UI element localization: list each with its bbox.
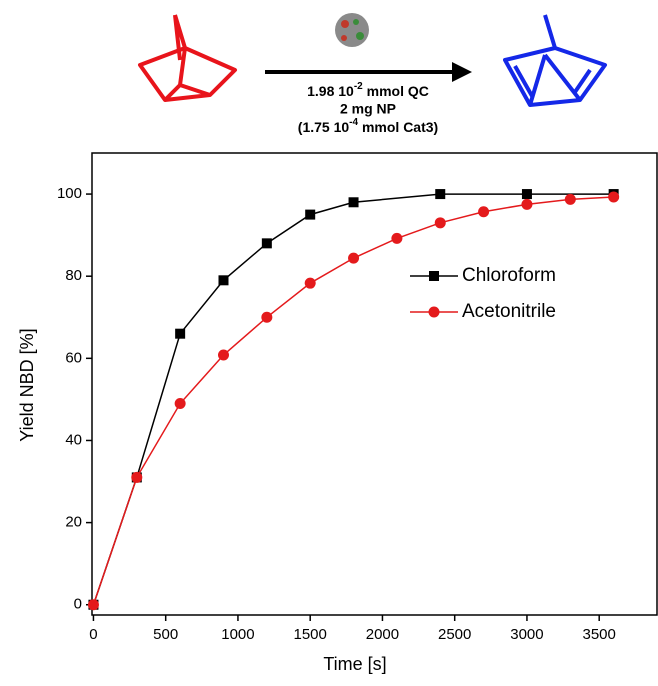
arrow-head	[452, 62, 472, 82]
plot-frame	[91, 152, 658, 616]
condition: 2 mg NP	[340, 101, 396, 117]
marker	[478, 206, 490, 218]
series-line	[92, 193, 614, 605]
marker	[174, 398, 186, 410]
legend-label: Chloroform	[462, 265, 556, 286]
x-tick-label: 2500	[438, 626, 471, 643]
marker	[261, 311, 273, 323]
y-axis-title: Yield NBD [%]	[17, 328, 37, 441]
x-tick-label: 1500	[294, 626, 327, 643]
marker	[175, 328, 186, 339]
marker	[564, 193, 576, 205]
x-axis-title: Time [s]	[323, 654, 386, 674]
marker	[391, 232, 403, 244]
marker	[304, 277, 316, 289]
marker	[87, 599, 99, 611]
marker	[261, 238, 272, 249]
y-tick-label: 0	[74, 596, 82, 613]
marker	[608, 191, 620, 203]
marker	[434, 217, 446, 229]
marker	[218, 275, 229, 286]
quadricyclane	[138, 14, 237, 102]
x-tick-label: 0	[89, 626, 97, 643]
legend-label: Acetonitrile	[462, 301, 556, 322]
norbornadiene	[503, 14, 607, 107]
x-tick-label: 3000	[510, 626, 543, 643]
legend-marker	[428, 306, 440, 318]
condition: 1.98 10-2 mmol QC	[307, 81, 429, 99]
y-tick-label: 40	[65, 431, 82, 448]
marker	[305, 209, 316, 220]
marker	[131, 471, 143, 483]
y-tick-label: 20	[65, 514, 82, 531]
nanoparticle	[335, 13, 369, 47]
marker	[521, 189, 532, 200]
condition: (1.75 10-4 mmol Cat3)	[298, 117, 438, 135]
marker	[217, 349, 229, 361]
marker	[348, 252, 360, 264]
x-tick-label: 3500	[583, 626, 616, 643]
y-tick-label: 100	[57, 185, 82, 202]
y-tick-label: 60	[65, 349, 82, 366]
marker	[521, 198, 533, 210]
y-tick-label: 80	[65, 267, 82, 284]
legend-marker	[429, 271, 439, 281]
marker	[435, 189, 446, 200]
x-tick-label: 2000	[366, 626, 399, 643]
x-tick-label: 1000	[221, 626, 254, 643]
x-tick-label: 500	[153, 626, 178, 643]
marker	[348, 197, 359, 208]
